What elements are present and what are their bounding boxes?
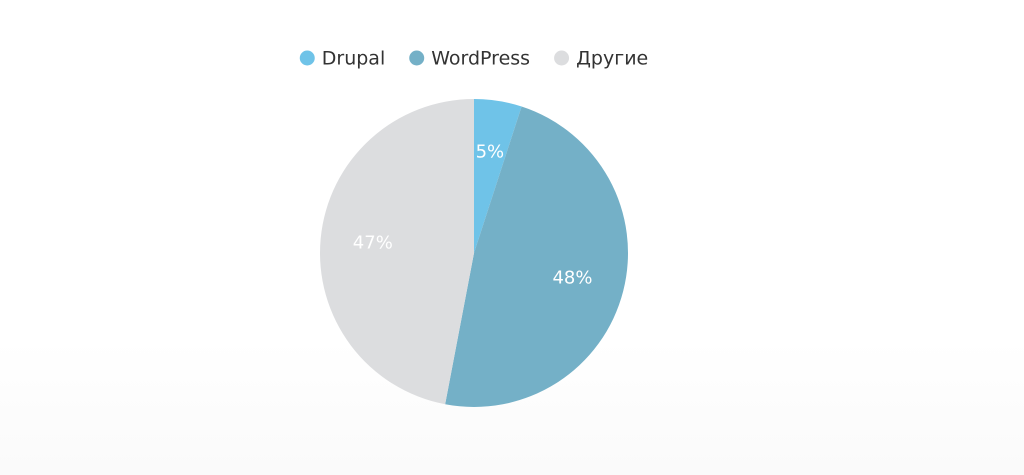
legend-text: WordPress <box>431 48 530 70</box>
slice-label: 48% <box>552 267 592 288</box>
legend-marker <box>409 50 425 66</box>
pie-slice <box>445 106 629 408</box>
slice-label: 47% <box>353 232 393 253</box>
slice-label: 5% <box>476 142 505 163</box>
pie-slice <box>474 99 522 253</box>
pie-slice <box>319 99 474 405</box>
legend-text: Другие <box>576 48 648 70</box>
legend-text: Drupal <box>322 48 385 70</box>
legend-marker <box>554 50 570 66</box>
legend-marker <box>299 50 315 66</box>
